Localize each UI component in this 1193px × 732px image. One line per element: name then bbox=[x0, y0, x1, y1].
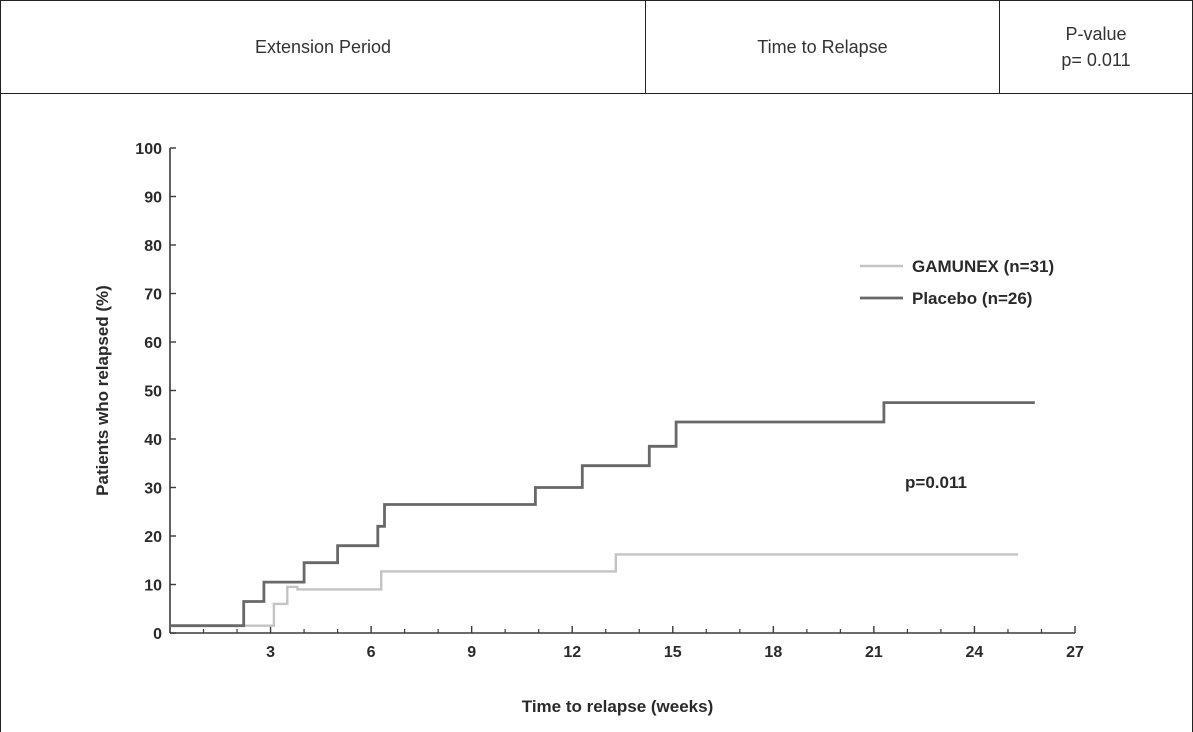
y-tick-label: 80 bbox=[144, 238, 162, 255]
y-tick-label: 20 bbox=[144, 529, 162, 546]
y-tick-label: 10 bbox=[144, 578, 162, 595]
x-tick-label: 9 bbox=[467, 644, 476, 661]
y-tick-label: 100 bbox=[135, 141, 162, 158]
header-cell-p-value: P-value p= 0.011 bbox=[999, 0, 1193, 94]
x-tick-label: 18 bbox=[764, 644, 782, 661]
x-tick-label: 27 bbox=[1066, 644, 1084, 661]
x-tick-label: 24 bbox=[966, 644, 984, 661]
y-tick-label: 90 bbox=[144, 190, 162, 207]
chart-series bbox=[170, 401, 1035, 628]
y-tick-label: 30 bbox=[144, 481, 162, 498]
header-table: Extension Period Time to Relapse P-value… bbox=[0, 0, 1193, 94]
y-tick-label: 40 bbox=[144, 432, 162, 449]
x-tick-label: 12 bbox=[563, 644, 581, 661]
y-tick-label: 60 bbox=[144, 335, 162, 352]
header-cell-extension-period: Extension Period bbox=[0, 0, 646, 94]
x-tick-label: 6 bbox=[367, 644, 376, 661]
x-tick-label: 21 bbox=[865, 644, 883, 661]
series-line-gamunex bbox=[170, 553, 1018, 627]
p-value-label: P-value bbox=[1065, 24, 1127, 44]
chart-axes: 0 10 20 30 40 50 60 70 80 90 100 3 6 9 12 15 18 21 24 27 bbox=[135, 141, 1084, 661]
kaplan-meier-chart: 0 10 20 30 40 50 60 70 80 90 100 3 6 9 12 15 18 21 24 27 GA… bbox=[93, 141, 1084, 716]
legend-label: GAMUNEX (n=31) bbox=[912, 257, 1054, 276]
chart-legend: GAMUNEX (n=31) Placebo (n=26) bbox=[860, 257, 1054, 308]
legend-label: Placebo (n=26) bbox=[912, 289, 1032, 308]
x-axis-label: Time to relapse (weeks) bbox=[522, 697, 714, 716]
y-tick-label: 70 bbox=[144, 287, 162, 304]
p-value-annotation: p=0.011 bbox=[905, 473, 967, 492]
y-tick-label: 50 bbox=[144, 384, 162, 401]
header-cell-time-to-relapse: Time to Relapse bbox=[645, 0, 1000, 94]
series-line-placebo bbox=[170, 401, 1035, 628]
x-tick-label: 15 bbox=[664, 644, 682, 661]
p-value-number: p= 0.011 bbox=[1061, 50, 1131, 70]
x-tick-label: 3 bbox=[266, 644, 275, 661]
header-row: Extension Period Time to Relapse P-value… bbox=[0, 0, 1193, 94]
y-tick-label: 0 bbox=[153, 626, 162, 643]
y-axis-label: Patients who relapsed (%) bbox=[93, 285, 112, 496]
